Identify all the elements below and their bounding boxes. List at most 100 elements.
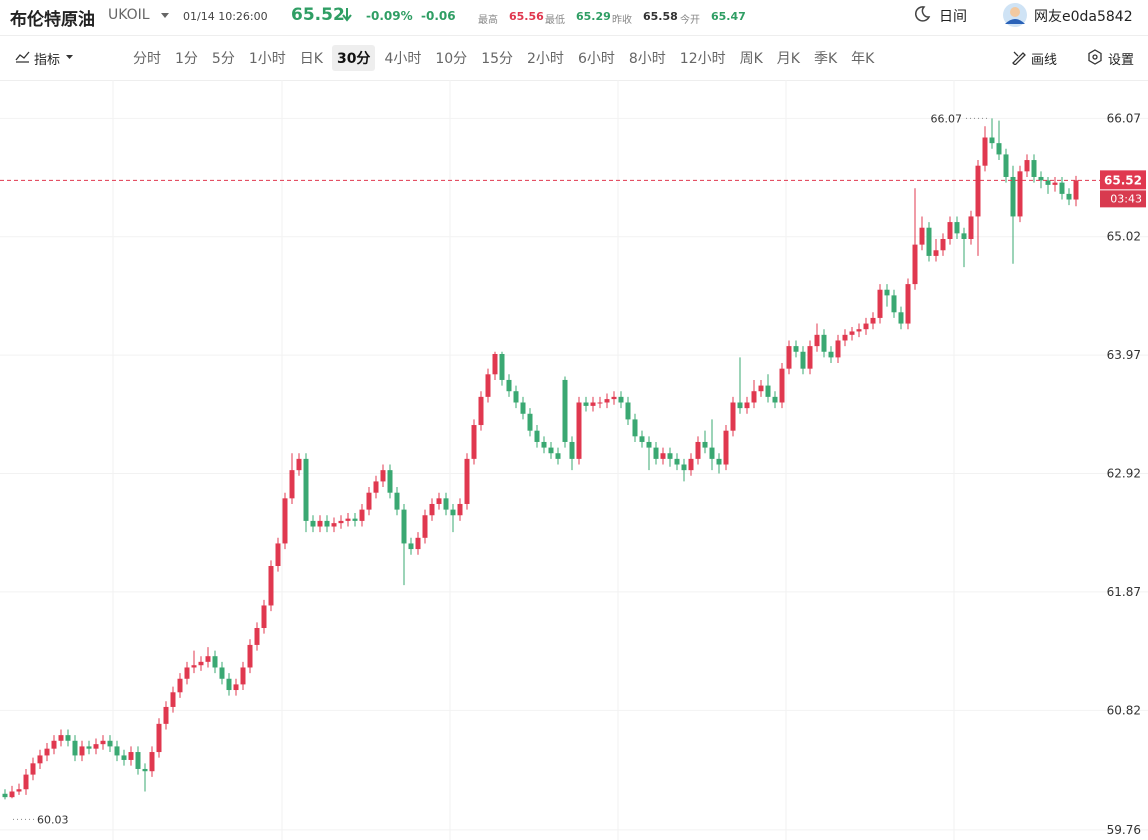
interval-tab[interactable]: 4小时 [384,51,422,67]
dropdown-icon [161,13,169,18]
y-tick-label: 66.07 [1107,111,1141,125]
chart: 66.07 65.02 63.97 62.92 61.87 60.82 59.76 66.07… [0,80,1148,840]
candle-body [737,402,743,409]
candle-body [527,413,533,431]
candle-body [219,667,225,679]
candle-body [583,402,589,406]
avatar[interactable] [1002,2,1028,28]
candle-body [800,351,806,369]
interval-tab[interactable]: 分时 [133,51,161,67]
interval-tab[interactable]: 30分 [331,45,376,71]
stat-label: 最高 [478,15,498,26]
last-price-label: 65.52 [1104,173,1142,187]
candle-body [478,396,484,426]
candle-body [576,402,582,459]
interval-tab[interactable]: 周K [739,51,763,67]
interval-tab[interactable]: 月K [776,51,800,67]
candle-body [688,458,694,471]
symbol[interactable]: UKOIL [108,7,150,23]
candle-body [415,537,421,550]
candle-body [814,334,820,347]
indicator-button[interactable]: 指标 [34,53,61,68]
candle-body [730,402,736,431]
interval-tab[interactable]: 年K [851,51,875,67]
candle-body [233,684,239,691]
candle-body [933,250,939,256]
candle-body [261,605,267,629]
candle-body [86,746,92,749]
candle-body [51,740,57,749]
candle-body [149,752,155,772]
settings-button[interactable]: 设置 [1108,53,1135,68]
candle-body [121,755,127,760]
candle-body [625,402,631,420]
low-marker-label: 60.03 [37,813,69,826]
candle-body [982,137,988,166]
candle-body [471,425,477,459]
candle-body [422,515,428,538]
interval-tab[interactable]: 1分 [175,51,198,67]
price: 65.52 [291,5,345,25]
stat-value: 65.56 [509,10,544,23]
candle-body [443,498,449,510]
interval-tab[interactable]: 12小时 [679,51,726,67]
candle-body [93,744,99,749]
interval-tab[interactable]: 1小时 [248,51,286,67]
candle-body [408,543,414,550]
candle-body [1059,182,1065,194]
candle-body [37,755,43,764]
interval-tab[interactable]: 日K [299,51,323,67]
last-price-box [1100,170,1146,190]
draw-button[interactable]: 画线 [1031,53,1058,68]
interval-tab[interactable]: 10分 [435,51,468,67]
candle-body [849,331,855,335]
interval-tab[interactable]: 季K [813,51,838,67]
high-marker-label: 66.07 [931,112,963,125]
candle-body [926,227,932,256]
interval-tab[interactable]: 15分 [481,51,514,67]
interval-tab[interactable]: 2小时 [527,51,564,67]
candle-body [912,244,918,285]
candle-body [359,509,365,521]
candle-body [65,735,71,741]
candle-body [394,492,400,510]
candle-body [828,351,834,358]
candle-body [30,763,36,775]
candle-body [807,346,813,369]
candle-body [9,791,15,798]
candle-body [177,678,183,693]
interval-tab[interactable]: 5分 [211,51,235,67]
candle-body [436,498,442,504]
stat-value: 65.29 [576,10,611,23]
candle-body [156,723,162,753]
candle-body [653,447,659,459]
candle-body [142,768,148,772]
candle-body [163,706,169,724]
candle-body [1017,171,1023,217]
candle-body [947,222,953,239]
candle-body [996,143,1002,155]
candle-body [191,665,197,668]
time: 01/14 10:26:00 [183,10,268,23]
candle-body [940,238,946,251]
interval-tab[interactable]: 6小时 [577,51,615,67]
candle-body [975,165,981,217]
moon-icon[interactable] [913,5,931,23]
theme-toggle[interactable]: 日间 [939,9,967,25]
candle-body [373,481,379,493]
interval-tab[interactable]: 8小时 [628,51,666,67]
candle-body [457,503,463,516]
candle-body [303,458,309,521]
candle-body [310,520,316,527]
candle-body [856,329,862,332]
y-tick-label: 65.02 [1107,230,1141,244]
candle-body [772,396,778,403]
candle-body [23,774,29,790]
username[interactable]: 网友e0da5842 [1034,9,1133,25]
interval-tabs: 分时 1分 5分 1小时 日K 30分 4小时 10分 15分 2小时 6小时 8小时 12小时 周K 月K… [128,45,883,71]
candle-body [464,458,470,504]
candle-body [352,518,358,521]
candle-body [821,334,827,352]
candle-body [317,520,323,527]
candle-body [877,289,883,318]
